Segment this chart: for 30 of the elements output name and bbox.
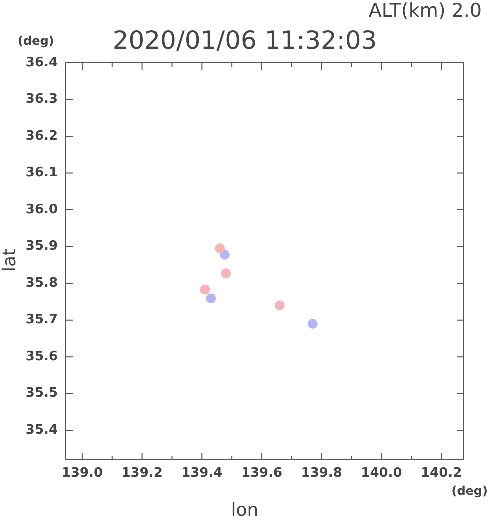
y-tick-label: 36.0 [26,202,58,218]
y-tick-label: 35.5 [26,386,58,402]
chart-title: 2020/01/06 11:32:03 [112,26,378,55]
point [308,318,318,329]
y-tick-label: 35.6 [26,349,58,364]
y-tick-label: 36.2 [26,128,58,144]
y-tick-label: 36.3 [26,92,58,108]
point [274,300,285,311]
x-tick-label: 140.0 [361,466,402,482]
x-tick-label: 139.0 [62,466,104,482]
point [215,244,226,254]
point [221,268,232,279]
x-tick-label: 139.4 [182,466,223,482]
x-tick-label: 140.2 [420,466,462,482]
y-axis-title: lat [0,248,20,274]
y-tick-label: 36.1 [26,166,58,181]
y-tick-label: 35.4 [26,422,58,438]
x-tick-label: 139.6 [241,466,283,482]
point [200,284,210,295]
y-tick-label: 36.4 [26,55,58,70]
y-tick-label: 35.9 [26,239,58,254]
text: (deg) [452,484,488,498]
y-tick-label: 35.7 [26,312,58,328]
point [206,294,216,304]
y-tick-label: 35.8 [26,276,58,291]
x-axis-title: lon [230,500,260,521]
x-tick-label: 139.2 [122,466,163,482]
text: (deg) [18,34,54,48]
x-tick-label: 139.8 [301,466,342,482]
text: ALT(km) 2.0 [368,0,482,22]
